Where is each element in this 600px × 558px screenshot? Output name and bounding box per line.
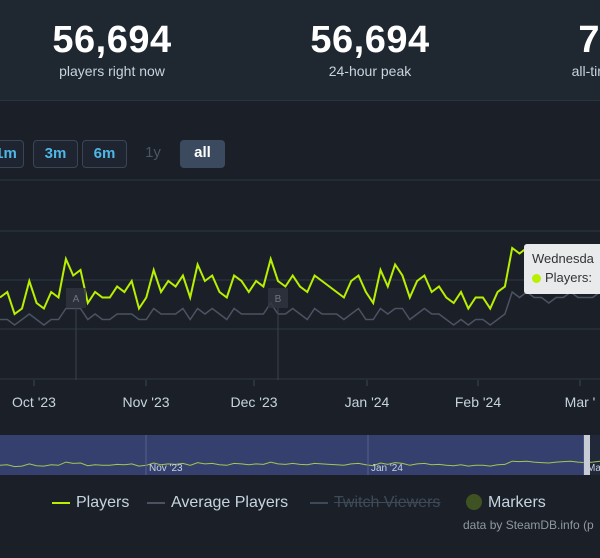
chart-panel: 1m 3m 6m 1y all A B Oct '23 Nov '23 Dec '23 J… xyxy=(0,120,600,532)
chart-tooltip: Wednesda Players: xyxy=(524,244,600,294)
navigator-selection xyxy=(0,435,584,475)
stat-all-time-peak: 75 all-time p xyxy=(520,18,600,80)
x-tick-label: Feb '24 xyxy=(455,394,501,410)
players-series xyxy=(0,246,600,316)
navigator-tick-label: Jan '24 xyxy=(371,463,403,474)
chart-svg: A B Oct '23 Nov '23 Dec '23 Jan '24 Feb '24 Mar… xyxy=(0,179,600,475)
legend-markers-label: Markers xyxy=(488,494,546,511)
stat-label: 24-hour peak xyxy=(328,63,412,79)
average-players-series xyxy=(0,290,600,326)
average-line-icon xyxy=(147,501,165,504)
stat-value: 56,694 xyxy=(52,19,172,61)
data-credit: data by SteamDB.info (p xyxy=(463,518,594,532)
marker-b-box xyxy=(268,288,288,308)
navigator-handle xyxy=(584,435,590,475)
range-button-3m[interactable]: 3m xyxy=(33,140,78,168)
legend-average-players[interactable]: Average Players xyxy=(147,494,288,512)
players-line-icon xyxy=(52,501,70,504)
tooltip-date: Wednesda xyxy=(532,251,594,266)
marker-a-box xyxy=(66,288,86,308)
x-tick-label: Mar ' xyxy=(565,394,596,410)
navigator-series xyxy=(0,460,600,468)
range-button-1y[interactable]: 1y xyxy=(145,144,161,161)
stat-label: players right now xyxy=(59,63,165,79)
marker-b-label: B xyxy=(275,294,282,305)
legend-twitch-viewers[interactable]: Twitch Viewers xyxy=(310,494,440,512)
x-tick-label: Oct '23 xyxy=(12,394,56,410)
markers-dot-icon xyxy=(466,494,482,510)
legend-twitch-label: Twitch Viewers xyxy=(334,494,441,511)
twitch-line-icon xyxy=(310,501,328,504)
x-tick-label: Nov '23 xyxy=(122,394,169,410)
legend-players-label: Players xyxy=(76,494,130,511)
stat-24h-peak: 56,694 24-hour peak xyxy=(290,18,450,80)
tooltip-series: Players: xyxy=(545,270,592,285)
tooltip-row: Players: xyxy=(532,270,592,285)
navigator-tick-label: Ma xyxy=(587,463,600,474)
legend-markers[interactable]: Markers xyxy=(466,494,546,512)
stat-value: 75 xyxy=(578,19,600,61)
x-tick-label: Jan '24 xyxy=(345,394,390,410)
range-button-1m[interactable]: 1m xyxy=(0,140,24,168)
legend-average-label: Average Players xyxy=(171,494,289,511)
range-button-all[interactable]: all xyxy=(180,140,225,168)
stat-value: 56,694 xyxy=(310,19,430,61)
stats-bar: 56,694 players right now 56,694 24-hour … xyxy=(0,0,600,101)
stat-players-now: 56,694 players right now xyxy=(32,18,192,80)
marker-a-label: A xyxy=(73,294,80,305)
legend-players[interactable]: Players xyxy=(52,494,129,512)
players-dot-icon xyxy=(532,274,541,283)
x-tick-label: Dec '23 xyxy=(230,394,277,410)
navigator-tick-label: Nov '23 xyxy=(149,463,183,474)
range-button-6m[interactable]: 6m xyxy=(82,140,127,168)
stat-label: all-time p xyxy=(571,63,600,79)
